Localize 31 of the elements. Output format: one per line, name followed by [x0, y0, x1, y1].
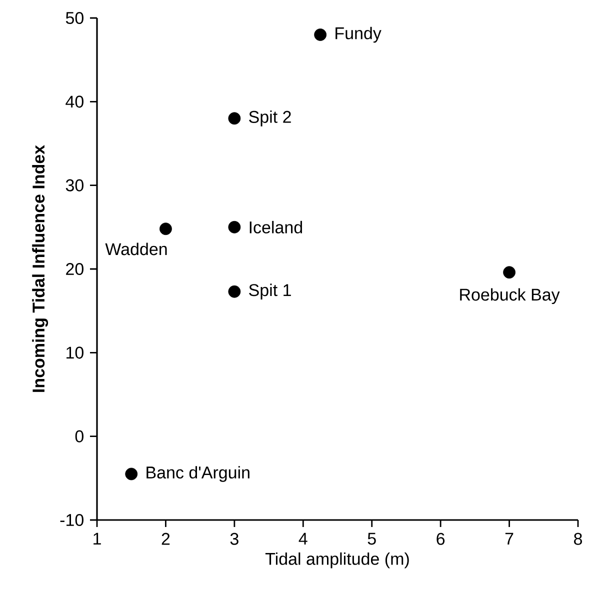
x-tick-label: 7: [505, 532, 514, 545]
point: [228, 112, 241, 125]
x-tick-label: 4: [298, 532, 308, 545]
annotation: Wadden: [105, 242, 167, 256]
y-axis-title: Incoming Tidal Influence Index: [32, 145, 48, 392]
y-tick-label: 10: [66, 346, 84, 359]
x-tick-label: 5: [368, 532, 376, 545]
point: [503, 266, 516, 279]
point: [125, 468, 138, 480]
x-tick-label: 3: [230, 532, 238, 545]
x-axis-title: Tidal amplitude (m): [265, 552, 409, 568]
x-tick-label: 2: [162, 532, 170, 545]
annotation: Iceland: [250, 220, 302, 234]
y-tick-label: 50: [66, 12, 84, 24]
annotation: Spit 2: [249, 110, 291, 126]
point: [314, 28, 327, 41]
x-tick-label: 1: [94, 532, 101, 545]
point: [228, 285, 241, 298]
y-tick-label: 20: [66, 262, 84, 276]
y-tick-label: -10: [60, 514, 84, 526]
annotation: Banc d'Arguin: [146, 466, 250, 482]
y-tick-label: 40: [66, 96, 84, 108]
y-tick-label: 0: [75, 430, 84, 442]
annotation: Fundy: [336, 26, 382, 43]
point: [160, 222, 172, 236]
x-tick-label: 6: [436, 532, 445, 545]
y-tick-label: 30: [66, 179, 84, 192]
annotation: Roebuck Bay: [460, 288, 560, 304]
x-tick-label: 8: [574, 532, 582, 545]
annotation: Spit 1: [249, 284, 291, 300]
point: [228, 220, 241, 234]
